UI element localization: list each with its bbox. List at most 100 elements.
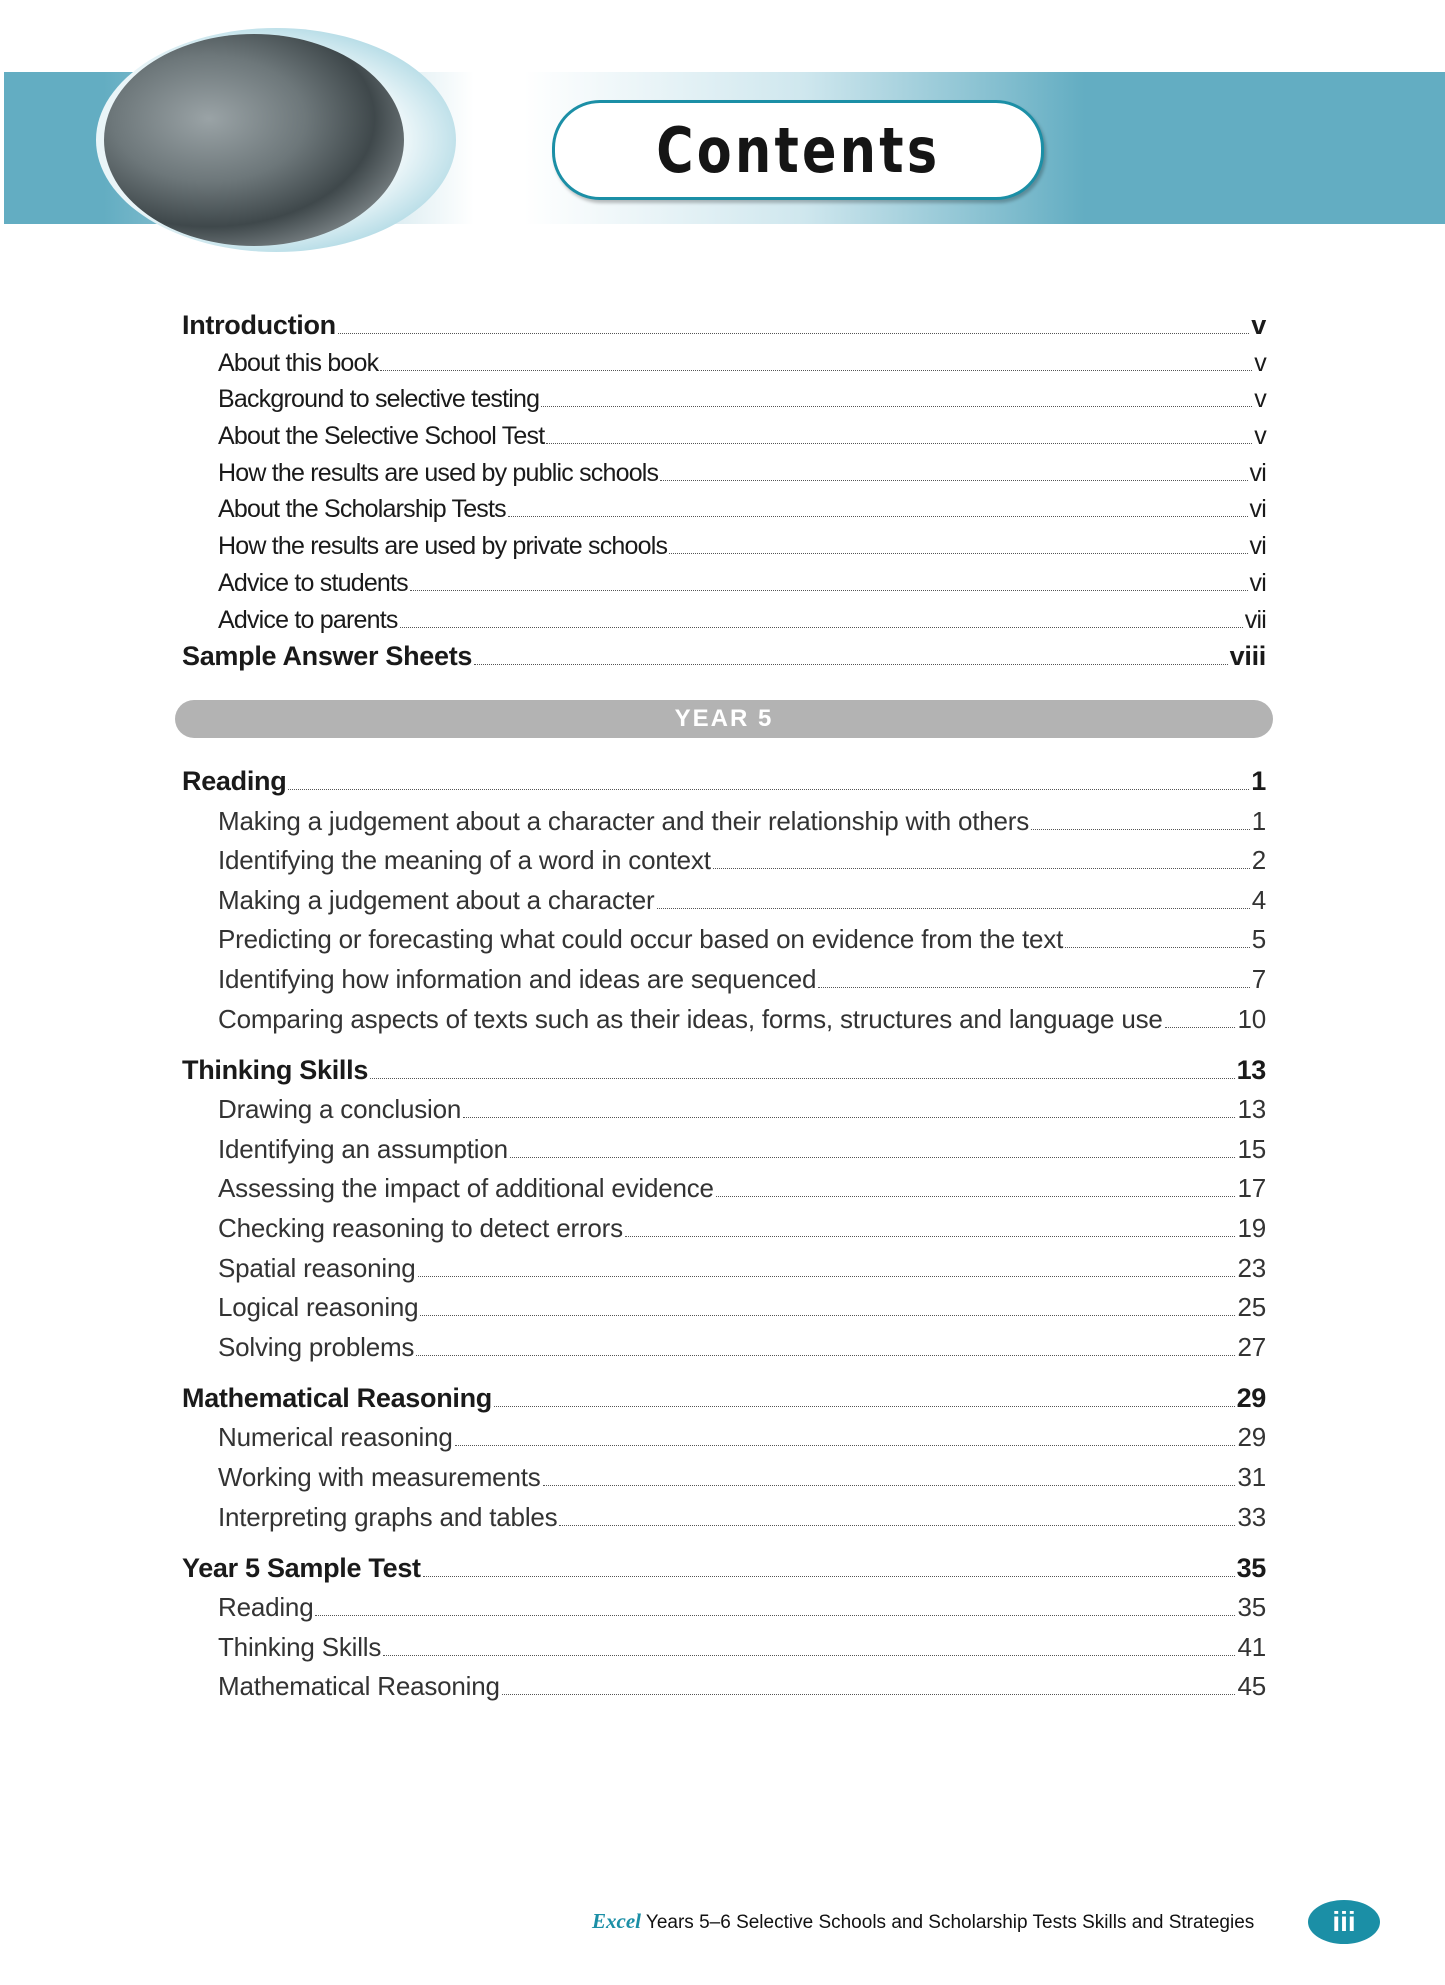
toc-subentry[interactable]: Identifying how information and ideas ar… (182, 955, 1266, 995)
toc-subentry[interactable]: Working with measurements 31 (182, 1453, 1266, 1493)
dot-leader (501, 1694, 1236, 1696)
dot-leader (1031, 828, 1250, 830)
toc-entry-label: How the results are used by private scho… (218, 532, 668, 561)
toc-entry-page: 25 (1237, 1292, 1266, 1323)
toc-entry-page: 1 (1251, 766, 1266, 796)
toc-subentry[interactable]: About the Scholarship Tests vi (182, 488, 1267, 525)
toc-subentry[interactable]: Numerical reasoning 29 (182, 1414, 1266, 1454)
dot-leader (546, 443, 1253, 445)
dot-leader (288, 789, 1250, 790)
toc-subentry[interactable]: How the results are used by public schoo… (182, 451, 1267, 488)
dot-leader (507, 516, 1248, 518)
toc-subentry[interactable]: Solving problems 27 (182, 1323, 1266, 1363)
dot-leader (509, 1156, 1236, 1158)
toc-entry-page: vi (1249, 532, 1267, 561)
toc-subentry[interactable]: Drawing a conclusion 13 (182, 1086, 1266, 1126)
toc-subentry[interactable]: Identifying the meaning of a word in con… (182, 837, 1266, 877)
toc-entry-label: Solving problems (218, 1331, 415, 1362)
toc-subentry[interactable]: Reading 35 (182, 1584, 1266, 1624)
toc-entry-label: About the Scholarship Tests (218, 495, 507, 524)
dot-leader (559, 1524, 1236, 1526)
toc-subentry[interactable]: Interpreting graphs and tables 33 (182, 1493, 1266, 1533)
footer-text: Years 5–6 Selective Schools and Scholars… (645, 1912, 1255, 1933)
page-title-pill: Contents (552, 100, 1044, 200)
toc-subentry[interactable]: Making a judgement about a character and… (182, 797, 1266, 837)
dot-leader (370, 1077, 1235, 1079)
toc-entry-label: Logical reasoning (218, 1292, 419, 1323)
dot-leader (399, 626, 1243, 628)
dot-leader (669, 553, 1248, 555)
toc-subentry[interactable]: Mathematical Reasoning 45 (182, 1663, 1266, 1703)
toc-subentry[interactable]: Advice to parents vii (182, 598, 1267, 635)
dot-leader (660, 479, 1248, 481)
dot-leader (315, 1615, 1236, 1617)
section-gap (182, 1363, 1266, 1377)
toc-subentry[interactable]: Background to selective testing v (182, 378, 1267, 415)
toc-entry-page: 4 (1251, 884, 1266, 915)
toc-entry-label: Advice to students (218, 568, 409, 597)
toc-subentry[interactable]: Advice to students vi (182, 561, 1267, 598)
dot-leader (493, 1405, 1235, 1407)
toc-entry-page: 35 (1236, 1552, 1267, 1583)
toc-subentry[interactable]: How the results are used by private scho… (182, 524, 1267, 561)
page-number-badge: iii (1308, 1900, 1380, 1944)
toc-entry-label: Interpreting graphs and tables (218, 1501, 558, 1532)
toc-heading[interactable]: Reading 1 (182, 760, 1266, 797)
toc-heading[interactable]: Sample Answer Sheets viii (182, 635, 1266, 672)
toc-entry-label: How the results are used by public schoo… (218, 458, 659, 487)
toc-introduction: Introduction v About this book v Background … (182, 304, 1267, 672)
toc-entry-label: Mathematical Reasoning (218, 1671, 500, 1702)
dot-leader (1164, 1026, 1236, 1028)
toc-year-5: Reading 1 Making a judgement about a chara… (182, 760, 1266, 1702)
dot-leader (422, 1575, 1235, 1577)
toc-heading[interactable]: Thinking Skills 13 (182, 1049, 1266, 1086)
dot-leader (656, 907, 1250, 909)
toc-heading[interactable]: Introduction v (182, 304, 1266, 341)
toc-subentry[interactable]: Spatial reasoning 23 (182, 1244, 1266, 1284)
dot-leader (409, 589, 1248, 591)
toc-entry-page: 41 (1237, 1631, 1266, 1662)
student-writing-photo (104, 34, 404, 246)
dot-leader (542, 1484, 1236, 1486)
toc-entry-label: Numerical reasoning (218, 1422, 453, 1453)
toc-entry-page: 17 (1237, 1173, 1266, 1204)
toc-heading[interactable]: Year 5 Sample Test 35 (182, 1547, 1266, 1584)
toc-subentry[interactable]: Predicting or forecasting what could occ… (182, 916, 1266, 956)
toc-entry-page: 15 (1237, 1133, 1266, 1164)
toc-subentry[interactable]: About this book v (182, 341, 1267, 378)
toc-entry-label: Making a judgement about a character and… (218, 805, 1030, 836)
toc-entry-page: vii (1244, 605, 1267, 634)
toc-subentry[interactable]: Logical reasoning 25 (182, 1284, 1266, 1324)
toc-entry-label: Reading (218, 1592, 314, 1623)
toc-entry-label: Drawing a conclusion (218, 1094, 462, 1125)
footer-brand: Excel (592, 1909, 641, 1933)
toc-entry-label: Introduction (182, 310, 336, 340)
section-gap (182, 1533, 1266, 1547)
toc-entry-label: Working with measurements (218, 1461, 541, 1492)
toc-subentry[interactable]: Making a judgement about a character 4 (182, 876, 1266, 916)
toc-subentry[interactable]: Thinking Skills 41 (182, 1623, 1266, 1663)
dot-leader (420, 1315, 1236, 1317)
toc-subentry[interactable]: Identifying an assumption 15 (182, 1125, 1266, 1165)
toc-subentry[interactable]: Comparing aspects of texts such as their… (182, 995, 1266, 1035)
toc-subentry[interactable]: About the Selective School Test v (182, 414, 1267, 451)
toc-entry-label: Year 5 Sample Test (182, 1552, 421, 1583)
dot-leader (715, 1196, 1236, 1198)
dot-leader (818, 986, 1250, 988)
toc-heading[interactable]: Mathematical Reasoning 29 (182, 1377, 1266, 1414)
toc-entry-page: 13 (1237, 1094, 1266, 1125)
dot-leader (383, 1654, 1236, 1656)
toc-entry-page: v (1251, 310, 1266, 340)
toc-entry-label: Checking reasoning to detect errors (218, 1212, 623, 1243)
toc-subentry[interactable]: Checking reasoning to detect errors 19 (182, 1204, 1266, 1244)
toc-entry-label: Identifying an assumption (218, 1133, 508, 1164)
toc-entry-page: v (1254, 385, 1266, 414)
toc-subentry[interactable]: Assessing the impact of additional evide… (182, 1165, 1266, 1205)
toc-entry-page: 45 (1237, 1671, 1266, 1702)
toc-entry-page: 29 (1236, 1382, 1267, 1413)
dot-leader (417, 1275, 1236, 1277)
dot-leader (454, 1445, 1236, 1447)
dot-leader (463, 1117, 1236, 1119)
toc-entry-page: vi (1249, 495, 1267, 524)
toc-entry-label: Comparing aspects of texts such as their… (218, 1003, 1163, 1034)
